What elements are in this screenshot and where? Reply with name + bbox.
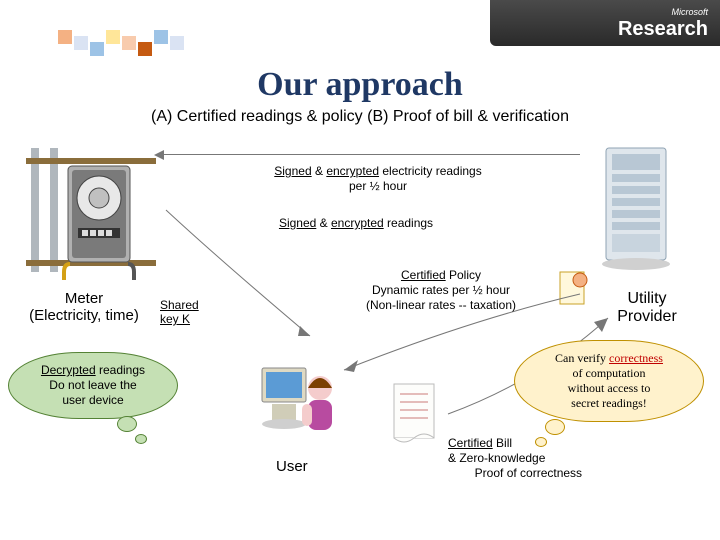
arrow-readings-top-head: [154, 150, 164, 160]
header-pixel: [122, 36, 136, 50]
header-pixel: [58, 30, 72, 44]
meter-label-l2: (Electricity, time): [29, 307, 139, 324]
server-icon: [596, 142, 682, 272]
user-label: User: [276, 458, 308, 475]
arrow-readings-top-label: Signed & encrypted electricity readings …: [268, 164, 488, 194]
cloud-verify-correctness: Can verify correctnessof computationwith…: [514, 340, 704, 422]
provider-label-l1: Utility: [627, 290, 666, 307]
ms-research-logo: Microsoft Research: [618, 6, 708, 41]
header-pixel: [170, 36, 184, 50]
header-pixel: [138, 42, 152, 56]
arrow-readings-top: [162, 154, 580, 155]
arrow-readings-mid-label: Signed & encrypted readings: [246, 216, 466, 231]
header-pixel-strip: [58, 34, 184, 48]
meter-label: Meter (Electricity, time): [4, 290, 164, 324]
slide-title: Our approach: [0, 66, 720, 104]
header-pixel: [106, 30, 120, 44]
header-pixel: [90, 42, 104, 56]
header-pixel: [154, 30, 168, 44]
slide-subtitle: (A) Certified readings & policy (B) Proo…: [0, 108, 720, 126]
meter-icon: [26, 140, 156, 280]
bill-document-icon: [388, 380, 440, 446]
logo-product: Research: [618, 18, 708, 40]
arrow-bill-label: Certified Bill& Zero-knowledge Proof of …: [448, 436, 658, 481]
diagram-canvas: Meter (Electricity, time) Shared key K U…: [0, 140, 720, 540]
provider-label-l2: Provider: [617, 308, 677, 325]
cloud-decrypted-readings: Decrypted readingsDo not leave theuser d…: [8, 352, 178, 419]
meter-label-l1: Meter: [65, 290, 103, 307]
header-pixel: [74, 36, 88, 50]
slide-header: Microsoft Research: [0, 0, 720, 56]
arrow-policy-label: Certified PolicyDynamic rates per ½ hour…: [336, 268, 546, 313]
logo-brand: Microsoft: [671, 7, 708, 17]
